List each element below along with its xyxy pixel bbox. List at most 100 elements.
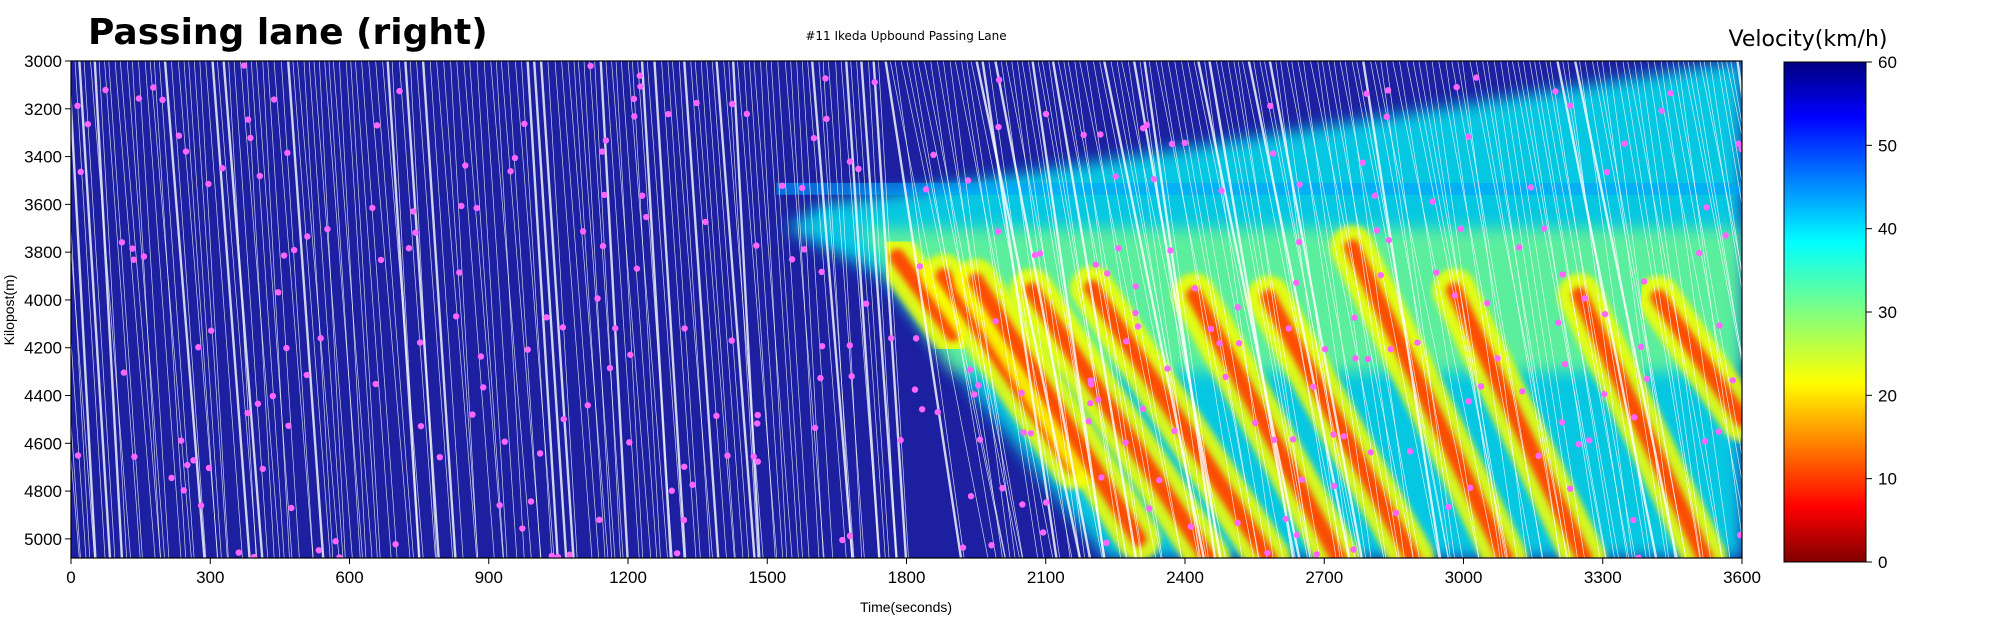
trajectory bbox=[728, 61, 759, 558]
lane-change-point bbox=[1736, 531, 1742, 539]
lane-change-point bbox=[1722, 232, 1729, 239]
trajectory bbox=[620, 61, 658, 558]
lane-change-point bbox=[994, 228, 1002, 235]
trajectory bbox=[878, 61, 909, 558]
lane-change-point bbox=[587, 62, 594, 70]
lane-change-point bbox=[452, 313, 460, 320]
congestion-wave-core bbox=[1571, 287, 1713, 558]
trajectory bbox=[743, 61, 776, 558]
lane-change-point bbox=[1289, 436, 1297, 443]
x-tick-label: 2700 bbox=[1305, 568, 1343, 587]
trajectory bbox=[970, 61, 1073, 558]
trajectory bbox=[222, 61, 264, 558]
lane-change-point bbox=[743, 110, 751, 118]
lane-change-point bbox=[1098, 474, 1105, 481]
lane-change-point bbox=[995, 76, 1003, 84]
trajectory bbox=[1208, 61, 1295, 558]
trajectory bbox=[1216, 61, 1308, 558]
trajectory bbox=[273, 61, 314, 558]
lane-change-point bbox=[966, 366, 974, 373]
x-tick-label: 3300 bbox=[1584, 568, 1622, 587]
lane-change-point bbox=[303, 371, 310, 379]
trajectory bbox=[1615, 61, 1701, 558]
trajectory bbox=[1493, 61, 1571, 558]
lane-change-point bbox=[84, 120, 92, 128]
lane-change-point bbox=[182, 148, 190, 155]
trajectory bbox=[132, 61, 161, 558]
lane-change-point bbox=[918, 406, 926, 413]
lane-change-point bbox=[665, 110, 672, 118]
trajectory bbox=[1280, 61, 1350, 558]
lane-change-point bbox=[1168, 140, 1176, 148]
lane-change-point bbox=[473, 204, 480, 212]
lane-change-point bbox=[728, 100, 736, 108]
trajectory bbox=[71, 452, 80, 558]
lane-change-point bbox=[218, 165, 226, 172]
lane-change-point bbox=[612, 325, 619, 332]
trajectory bbox=[313, 61, 353, 558]
trajectory bbox=[554, 61, 593, 558]
lane-change-point bbox=[1630, 516, 1637, 524]
trajectory bbox=[1703, 61, 1742, 292]
trajectory bbox=[850, 61, 886, 558]
lane-change-point bbox=[373, 122, 381, 129]
trajectory bbox=[1242, 61, 1343, 558]
lane-change-point bbox=[1359, 159, 1366, 166]
lane-change-point bbox=[247, 134, 254, 142]
lane-change-point bbox=[1581, 295, 1588, 302]
trajectory bbox=[114, 61, 156, 558]
trajectory bbox=[436, 61, 477, 558]
lane-change-point bbox=[1631, 414, 1638, 421]
lane-change-point bbox=[195, 344, 202, 351]
trajectory bbox=[1562, 61, 1647, 558]
trajectory bbox=[228, 61, 257, 558]
lane-change-point bbox=[822, 75, 829, 82]
lane-change-point bbox=[1371, 192, 1379, 199]
trajectory bbox=[678, 61, 711, 558]
trajectory bbox=[1286, 61, 1385, 558]
trajectory bbox=[532, 61, 568, 558]
lane-change-point bbox=[1729, 377, 1737, 384]
y-tick-label: 3000 bbox=[24, 52, 62, 71]
trajectory bbox=[1031, 61, 1106, 558]
trajectory bbox=[917, 61, 1020, 558]
lane-change-point bbox=[290, 246, 298, 254]
trajectory bbox=[1591, 61, 1687, 558]
lane-change-point bbox=[606, 364, 614, 372]
trajectory bbox=[1333, 61, 1405, 558]
lane-change-point bbox=[1164, 365, 1171, 372]
lane-change-point bbox=[848, 373, 855, 380]
trajectory bbox=[1074, 61, 1143, 558]
lane-change-point bbox=[197, 502, 205, 509]
lane-change-point bbox=[254, 400, 262, 407]
trajectory bbox=[1418, 61, 1509, 558]
lane-change-point bbox=[501, 438, 508, 445]
trajectory bbox=[1640, 61, 1711, 558]
lane-change-point bbox=[1667, 90, 1674, 97]
lane-change-point bbox=[1585, 437, 1593, 444]
trajectory bbox=[233, 61, 269, 558]
lane-change-point bbox=[1432, 269, 1440, 276]
trajectory bbox=[463, 61, 504, 558]
lane-change-point bbox=[636, 72, 643, 79]
lane-change-points bbox=[74, 62, 1742, 558]
trajectory bbox=[954, 61, 1054, 558]
lane-change-point bbox=[1080, 131, 1087, 139]
trajectory bbox=[1321, 61, 1400, 558]
trajectory bbox=[561, 61, 600, 558]
lane-change-point bbox=[855, 165, 862, 173]
x-tick-label: 1200 bbox=[609, 568, 647, 587]
trajectory bbox=[930, 61, 1003, 558]
trajectory bbox=[653, 61, 687, 558]
lane-change-point bbox=[1561, 360, 1569, 368]
trajectory bbox=[1545, 61, 1636, 558]
trajectory bbox=[1132, 61, 1222, 558]
lane-change-point bbox=[1414, 339, 1421, 346]
lane-change-point bbox=[1042, 499, 1050, 506]
trajectory bbox=[994, 61, 1092, 558]
trajectory bbox=[770, 61, 803, 558]
trajectory bbox=[1291, 61, 1367, 558]
lane-change-point bbox=[912, 335, 920, 342]
lane-change-point bbox=[77, 168, 84, 176]
lane-change-point bbox=[1385, 237, 1393, 244]
